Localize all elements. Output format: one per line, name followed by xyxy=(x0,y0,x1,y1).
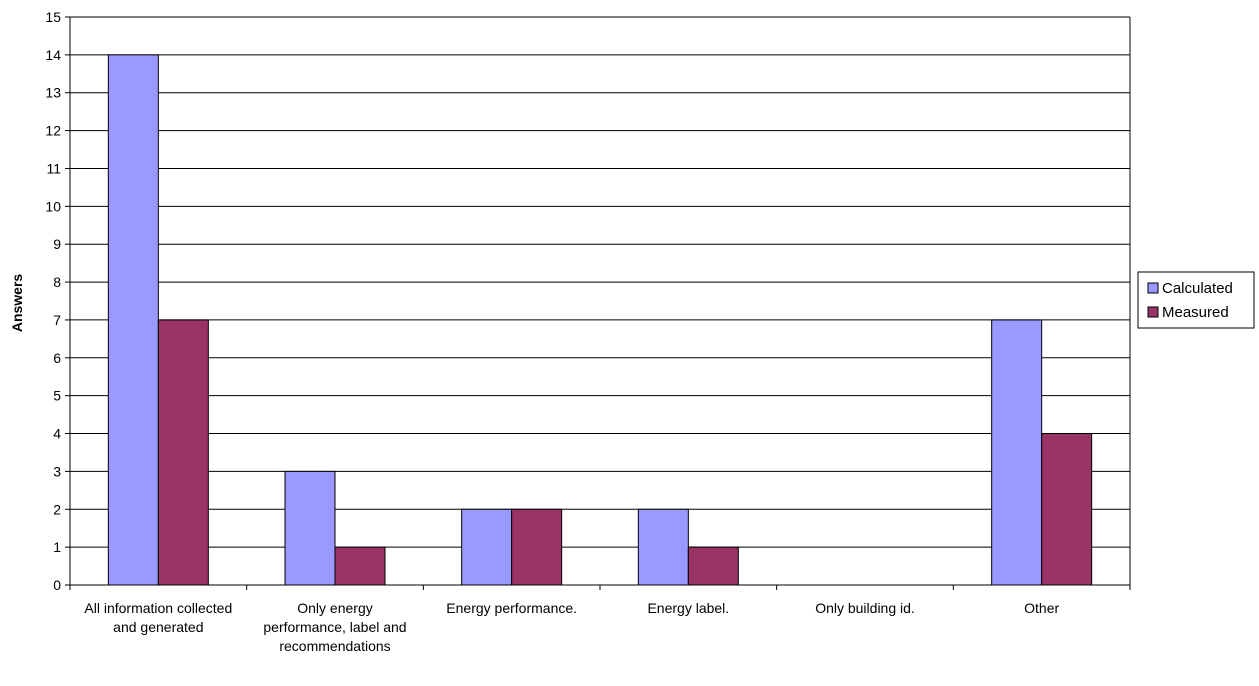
y-tick-label: 15 xyxy=(45,9,61,25)
legend-box xyxy=(1137,271,1255,329)
y-tick-label: 3 xyxy=(53,463,61,479)
legend-label-calculated: Calculated xyxy=(1162,280,1233,297)
legend: Calculated Measured xyxy=(1137,271,1255,329)
x-category-label: Energy label. xyxy=(647,600,729,616)
x-category-label: Energy performance. xyxy=(446,600,577,616)
bar-calculated xyxy=(107,54,159,586)
y-tick-label: 0 xyxy=(53,577,61,593)
y-tick-label: 4 xyxy=(53,426,61,442)
y-tick-label: 12 xyxy=(45,123,61,139)
bar-calculated xyxy=(284,470,336,586)
y-tick-label: 14 xyxy=(45,47,61,63)
legend-swatch-measured xyxy=(1147,306,1159,318)
bar-measured xyxy=(334,546,386,586)
x-category-label: Only energy performance, label and recomme… xyxy=(263,600,406,654)
bar-measured xyxy=(1041,433,1093,586)
legend-swatch-calculated xyxy=(1147,282,1159,294)
bar-measured xyxy=(157,319,209,586)
y-tick-label: 10 xyxy=(45,198,61,214)
legend-label-measured: Measured xyxy=(1162,304,1229,321)
x-category-label: Other xyxy=(1024,600,1059,616)
bar-calculated xyxy=(991,319,1043,586)
bar-measured xyxy=(687,546,739,586)
y-tick-label: 7 xyxy=(53,312,61,328)
axes xyxy=(69,17,1131,590)
y-tick-label: 1 xyxy=(53,539,61,555)
x-category-label: All information collected and generated xyxy=(84,600,232,635)
bar-measured xyxy=(511,508,563,586)
y-axis-title: Answers xyxy=(9,274,25,333)
y-tick-label: 13 xyxy=(45,85,61,101)
category-labels: All information collected and generated On… xyxy=(84,600,1059,654)
bars xyxy=(107,54,1093,586)
y-tick-label: 6 xyxy=(53,350,61,366)
y-tick-label: 5 xyxy=(53,388,61,404)
y-tick-label: 8 xyxy=(53,274,61,290)
bar-calculated xyxy=(637,508,689,586)
y-tick-label: 2 xyxy=(53,501,61,517)
gridlines xyxy=(70,16,1130,548)
x-category-label: Only building id. xyxy=(815,600,915,616)
y-tick-label: 9 xyxy=(53,236,61,252)
y-tick-label: 11 xyxy=(46,160,61,176)
bar-calculated xyxy=(461,508,513,586)
